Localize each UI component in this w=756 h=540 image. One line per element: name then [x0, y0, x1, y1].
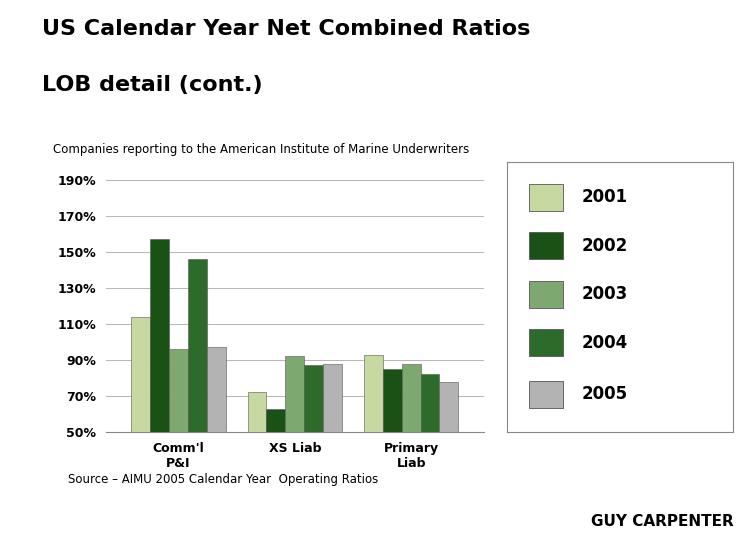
Text: Reinsurance: Reinsurance	[62, 515, 150, 528]
FancyBboxPatch shape	[529, 184, 563, 211]
Text: GUY CARPENTER: GUY CARPENTER	[590, 514, 733, 529]
FancyBboxPatch shape	[529, 381, 563, 408]
Bar	[420, 374, 439, 522]
Bar	[323, 363, 342, 522]
Text: Companies reporting to the American Institute of Marine Underwriters: Companies reporting to the American Inst…	[53, 143, 469, 156]
Text: LOB detail (cont.): LOB detail (cont.)	[42, 75, 263, 95]
Bar	[304, 366, 323, 522]
Text: Seminar on: Seminar on	[86, 503, 125, 510]
Bar	[285, 356, 304, 522]
Text: 2002: 2002	[581, 237, 627, 255]
Text: 2004: 2004	[581, 334, 627, 352]
Bar	[247, 393, 266, 522]
Text: 2005: 2005	[581, 385, 627, 403]
Bar	[207, 347, 226, 522]
FancyBboxPatch shape	[529, 232, 563, 259]
Text: 2001: 2001	[581, 188, 627, 206]
Bar	[439, 382, 458, 522]
FancyBboxPatch shape	[529, 329, 563, 356]
FancyBboxPatch shape	[529, 281, 563, 308]
Bar	[188, 259, 207, 522]
Bar	[132, 317, 150, 522]
Text: US Calendar Year Net Combined Ratios: US Calendar Year Net Combined Ratios	[42, 19, 531, 39]
Bar	[266, 409, 285, 522]
Bar	[364, 355, 383, 522]
Text: Source – AIMU 2005 Calendar Year  Operating Ratios: Source – AIMU 2005 Calendar Year Operati…	[68, 472, 378, 485]
Bar	[401, 363, 420, 522]
Bar	[169, 349, 188, 522]
Bar	[383, 369, 401, 522]
Bar	[150, 239, 169, 522]
Text: 2003: 2003	[581, 285, 627, 303]
